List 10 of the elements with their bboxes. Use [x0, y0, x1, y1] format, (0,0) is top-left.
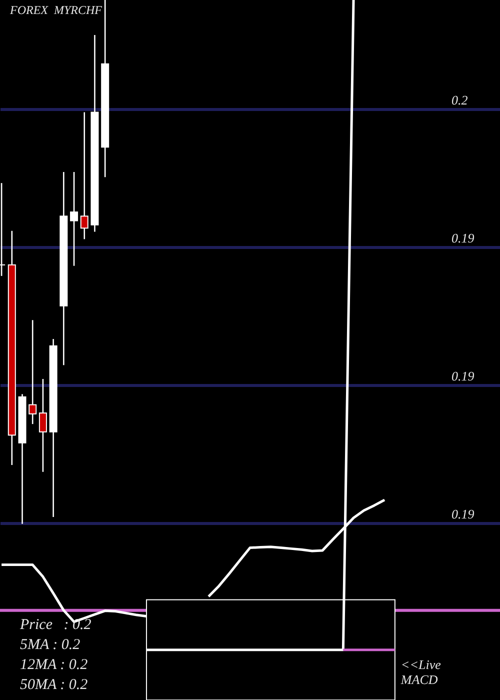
annotation: 12MA : 0.2 [20, 657, 88, 673]
annotation: Price : 0.2 [19, 617, 92, 633]
y-tick-label: 0.2 [452, 92, 468, 108]
annotation: 5MA : 0.2 [20, 637, 81, 653]
y-tick-label: 0.19 [452, 368, 475, 384]
chart-title: FOREX MYRCHF [9, 2, 103, 17]
y-tick-label: 0.19 [452, 230, 475, 246]
y-tick-label: 0.19 [452, 506, 475, 522]
annotation: 50MA : 0.2 [20, 677, 88, 693]
annotation: <<Live MACD [400, 657, 442, 687]
